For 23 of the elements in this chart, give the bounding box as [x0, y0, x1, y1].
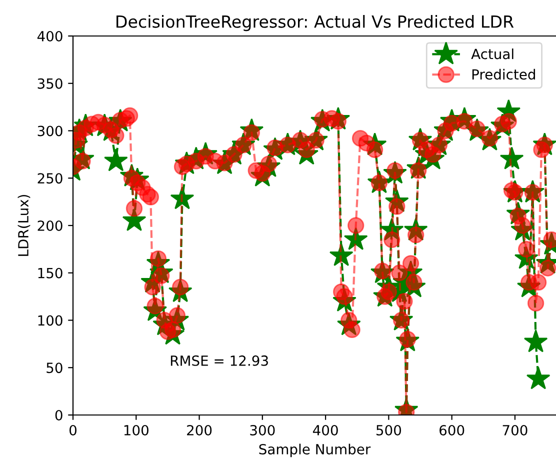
chart-title: DecisionTreeRegressor: Actual Vs Predicted LDR	[116, 15, 514, 32]
y-tick-label: 100	[38, 315, 62, 326]
x-tick-label: 400	[312, 424, 338, 436]
y-tick-label: 50	[46, 362, 62, 374]
y-axis-title: LDR(Lux)	[18, 194, 30, 256]
annotation: RMSE = 12.93	[170, 355, 268, 366]
legend-label: Predicted	[472, 68, 535, 80]
y-tick-label: 150	[38, 268, 62, 278]
x-tick-label: 600	[440, 424, 464, 436]
x-tick-label: 0	[69, 424, 76, 436]
x-tick-label: 700	[502, 424, 528, 436]
y-tick-label: 250	[38, 173, 62, 184]
y-tick-label: 200	[38, 220, 62, 231]
legend-label: Actual	[471, 48, 514, 60]
y-tick-label: 300	[38, 126, 62, 136]
x-tick-label: 300	[250, 424, 275, 436]
y-tick-label: 350	[38, 78, 62, 89]
x-tick-label: 500	[376, 424, 402, 436]
x-tick-label: 100	[124, 424, 148, 436]
x-tick-label: 200	[187, 424, 212, 436]
y-tick-label: 400	[37, 30, 62, 42]
x-axis-title: Sample Number	[259, 444, 371, 458]
y-tick-label: 0	[55, 410, 62, 420]
